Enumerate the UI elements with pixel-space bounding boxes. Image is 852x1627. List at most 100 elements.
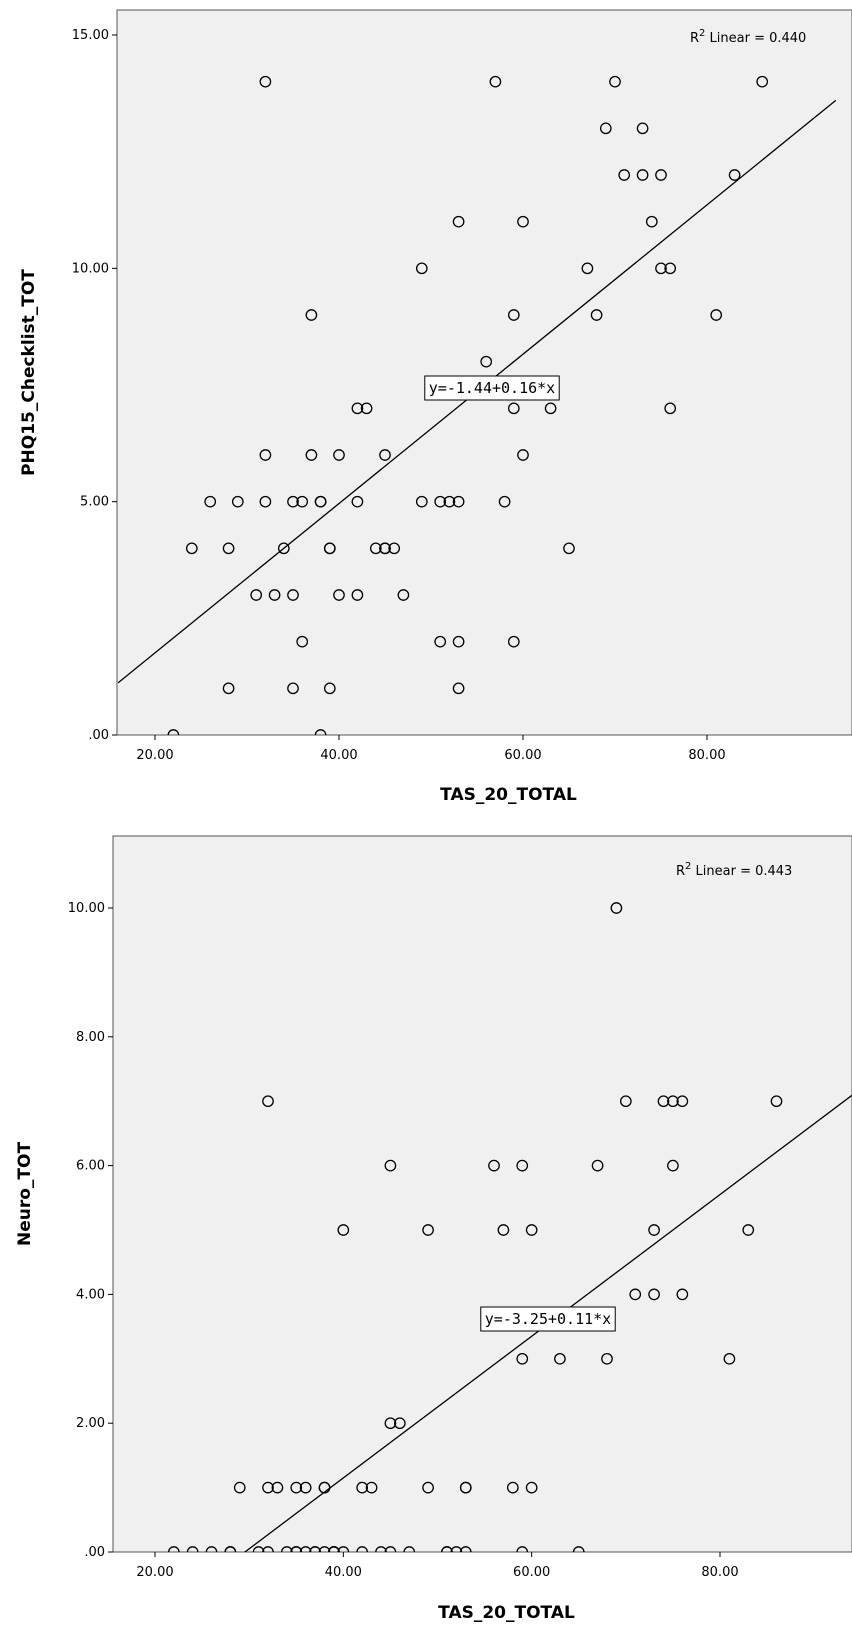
scatter-point bbox=[710, 309, 723, 321]
scatter-point bbox=[323, 542, 336, 555]
scatter-point bbox=[296, 495, 309, 508]
x-axis-title: TAS_20_TOTAL bbox=[440, 785, 577, 805]
scatter-point bbox=[619, 1095, 632, 1108]
scatter-point bbox=[525, 1481, 538, 1494]
scatter-point bbox=[591, 1159, 604, 1172]
scatter-point bbox=[590, 309, 603, 321]
scatter-point bbox=[167, 1546, 180, 1552]
y-tick-label: 15.00 bbox=[72, 28, 109, 43]
y-tick-label: .00 bbox=[88, 728, 109, 743]
scatter-point bbox=[434, 495, 447, 508]
scatter-point bbox=[365, 1481, 378, 1494]
scatter-point bbox=[488, 1159, 500, 1172]
scatter-point bbox=[676, 1288, 689, 1301]
scatter-point bbox=[770, 1095, 783, 1108]
scatter-point bbox=[636, 122, 649, 135]
y-axis-title: Neuro_TOT bbox=[15, 1142, 35, 1246]
scatter-point bbox=[507, 635, 520, 648]
x-tick-label: 40.00 bbox=[325, 1565, 362, 1580]
scatter-point bbox=[516, 1546, 529, 1552]
scatter-point bbox=[305, 449, 318, 461]
x-tick-label: 80.00 bbox=[701, 1565, 738, 1580]
scatter-point bbox=[441, 1546, 453, 1552]
scatter-point bbox=[205, 1546, 218, 1552]
scatter-point bbox=[290, 1481, 303, 1494]
scatter-point bbox=[601, 1352, 613, 1365]
scatter-point bbox=[415, 495, 428, 508]
x-tick-label: 60.00 bbox=[513, 1565, 550, 1580]
scatter-point bbox=[676, 1095, 689, 1108]
scatter-point bbox=[572, 1546, 585, 1552]
y-tick-label: 5.00 bbox=[80, 495, 109, 510]
scatter-point bbox=[618, 169, 631, 181]
equation-box bbox=[480, 1306, 616, 1332]
scatter-point bbox=[497, 1224, 510, 1236]
scatter-point bbox=[554, 1352, 566, 1365]
scatter-point bbox=[422, 1481, 434, 1494]
scatter-point bbox=[443, 495, 456, 508]
scatter-point bbox=[250, 589, 263, 601]
scatter-point bbox=[452, 215, 465, 228]
scatter-point bbox=[636, 169, 649, 181]
scatter-point bbox=[506, 1481, 519, 1494]
scatter-point bbox=[259, 449, 272, 461]
scatter-point bbox=[667, 1159, 679, 1172]
y-tick-label: 10.00 bbox=[72, 261, 109, 276]
scatter-point bbox=[360, 402, 373, 415]
scatter-point bbox=[204, 495, 217, 508]
scatter-point bbox=[309, 1546, 321, 1552]
scatter-point bbox=[351, 589, 364, 601]
scatter-point bbox=[728, 169, 741, 181]
scatter-point bbox=[397, 589, 410, 601]
scatter-point bbox=[609, 75, 621, 88]
scatter-point bbox=[333, 449, 345, 461]
scatter-point bbox=[384, 1417, 397, 1430]
scatter-point bbox=[233, 1481, 246, 1494]
plot-area bbox=[116, 9, 852, 736]
scatter-point bbox=[262, 1481, 274, 1494]
scatter-point bbox=[287, 589, 299, 601]
chart-panel-2: .00 2.00 4.00 6.00 8.00 10.00 20.00 40.00 60.00 8… bbox=[15, 835, 852, 1623]
scatter-point bbox=[224, 1546, 237, 1552]
scatter-point bbox=[452, 635, 465, 648]
scatter-point bbox=[222, 682, 235, 695]
scatter-point bbox=[516, 1159, 529, 1172]
scatter-point bbox=[452, 495, 465, 508]
scatter-point bbox=[337, 1546, 350, 1552]
scatter-point bbox=[645, 215, 658, 228]
plot-area bbox=[112, 835, 852, 1553]
scatter-point bbox=[450, 1546, 463, 1552]
scatter-point bbox=[299, 1546, 312, 1552]
scatter-point bbox=[356, 1546, 369, 1552]
scatter-point bbox=[434, 635, 447, 648]
x-tick-label: 20.00 bbox=[136, 748, 173, 763]
y-tick-label: .00 bbox=[84, 1545, 105, 1560]
scatter-point bbox=[379, 542, 391, 555]
scatter-point bbox=[655, 262, 667, 275]
scatter-point bbox=[379, 449, 391, 461]
scatter-point bbox=[384, 1159, 397, 1172]
equation-text: y=-1.44+0.16*x bbox=[429, 379, 555, 397]
scatter-point bbox=[314, 495, 327, 508]
scatter-point bbox=[337, 1224, 350, 1236]
scatter-point bbox=[268, 589, 281, 601]
scatter-point bbox=[581, 262, 594, 275]
scatter-point bbox=[323, 682, 336, 695]
scatter-point bbox=[422, 1224, 434, 1236]
scatter-point bbox=[369, 542, 382, 555]
scatter-point bbox=[393, 1417, 406, 1430]
y-tick-label: 4.00 bbox=[76, 1287, 105, 1302]
scatter-point bbox=[259, 495, 272, 508]
x-tick-label: 60.00 bbox=[504, 748, 541, 763]
scatter-point bbox=[296, 635, 309, 648]
scatter-point bbox=[664, 262, 677, 275]
scatter-point bbox=[318, 1481, 331, 1494]
scatter-point bbox=[318, 1546, 331, 1552]
scatter-point bbox=[498, 495, 511, 508]
scatter-point bbox=[610, 902, 623, 914]
scatter-point bbox=[271, 1481, 284, 1494]
scatter-point bbox=[314, 729, 327, 735]
scatter-point bbox=[525, 1224, 538, 1236]
